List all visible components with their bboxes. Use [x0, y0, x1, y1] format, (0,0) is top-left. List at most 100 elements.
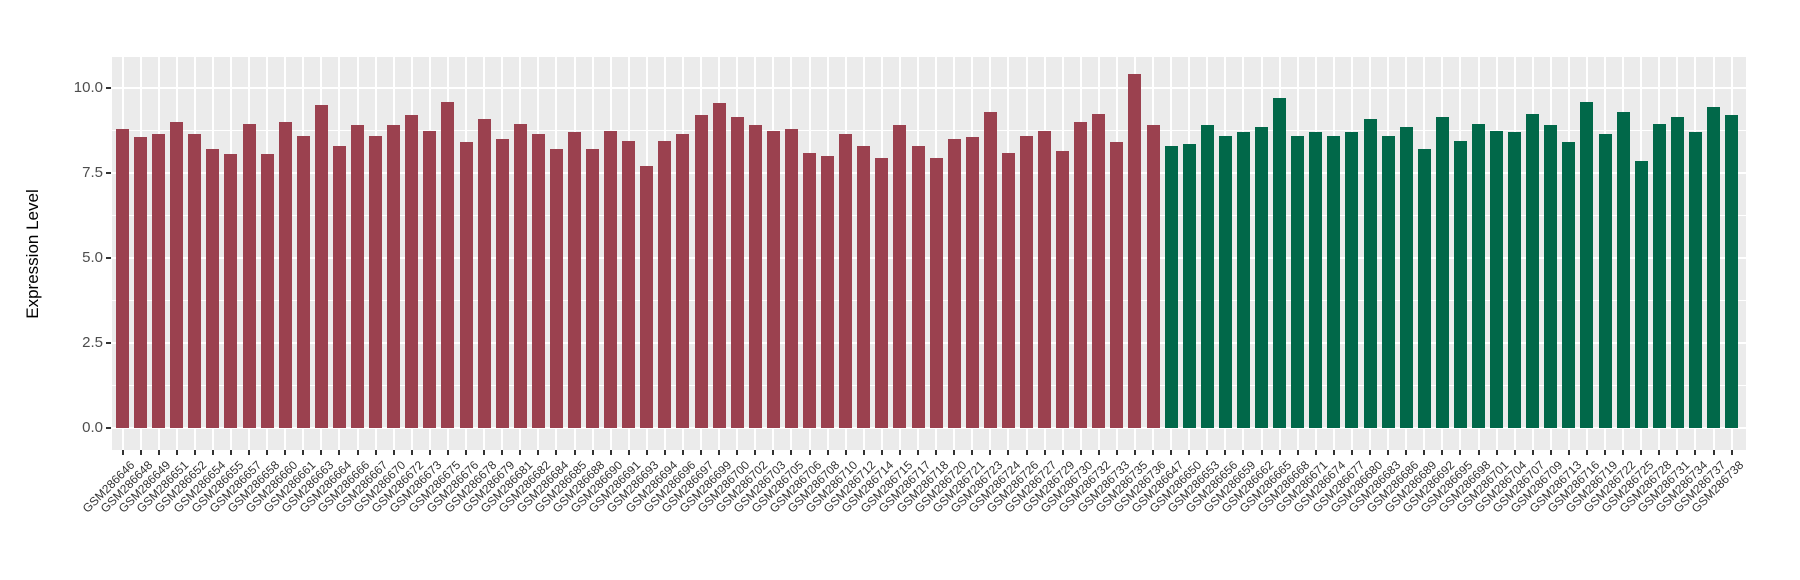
x-tick-mark	[537, 450, 540, 455]
bar	[1508, 132, 1522, 428]
x-tick-mark	[211, 450, 214, 455]
bar	[152, 133, 166, 428]
bar	[459, 142, 473, 428]
bar	[658, 140, 672, 428]
x-tick-mark	[193, 450, 196, 455]
bar	[766, 130, 780, 428]
y-tick-label: 7.5	[82, 164, 103, 181]
bar	[549, 149, 563, 428]
major-gridline	[112, 257, 1746, 259]
x-tick-mark	[1314, 450, 1317, 455]
major-gridline	[112, 342, 1746, 344]
bar	[1110, 142, 1124, 428]
major-gridline	[112, 427, 1746, 429]
x-tick-mark	[1676, 450, 1679, 455]
bar	[242, 123, 256, 428]
x-tick-mark	[1694, 450, 1697, 455]
x-tick-mark	[609, 450, 612, 455]
bar	[441, 101, 455, 428]
bar	[1688, 132, 1702, 428]
x-tick-mark	[844, 450, 847, 455]
bar	[1164, 145, 1178, 428]
x-tick-mark	[1369, 450, 1372, 455]
x-tick-mark	[1061, 450, 1064, 455]
bar	[332, 145, 346, 428]
bar	[1544, 125, 1558, 428]
x-tick-mark	[1296, 450, 1299, 455]
bar	[929, 157, 943, 428]
x-tick-mark	[627, 450, 630, 455]
x-tick-mark	[1332, 450, 1335, 455]
bar	[983, 111, 997, 428]
x-tick-mark	[953, 450, 956, 455]
x-tick-mark	[645, 450, 648, 455]
x-tick-mark	[1278, 450, 1281, 455]
bar	[1490, 130, 1504, 428]
x-tick-mark	[1604, 450, 1607, 455]
y-tick-label: 5.0	[82, 249, 103, 266]
x-tick-mark	[736, 450, 739, 455]
bar	[1200, 125, 1214, 428]
bar	[947, 139, 961, 428]
bar	[803, 152, 817, 428]
bar	[1417, 149, 1431, 428]
bar	[1309, 132, 1323, 428]
bar	[676, 133, 690, 428]
x-tick-mark	[1477, 450, 1480, 455]
bar	[1038, 130, 1052, 428]
x-tick-mark	[139, 450, 142, 455]
bar	[224, 154, 238, 428]
bar	[821, 156, 835, 428]
bar	[604, 130, 618, 428]
bar	[1255, 127, 1269, 428]
minor-gridline	[112, 130, 1746, 131]
bar	[1363, 118, 1377, 428]
x-tick-mark	[1730, 450, 1733, 455]
x-tick-mark	[320, 450, 323, 455]
y-axis-title: Expression Level	[23, 189, 42, 319]
bar	[188, 133, 202, 428]
x-tick-mark	[1387, 450, 1390, 455]
minor-gridline	[112, 385, 1746, 386]
bar	[531, 133, 545, 428]
x-tick-mark	[1495, 450, 1498, 455]
bar	[1580, 101, 1594, 428]
bar	[1128, 74, 1142, 428]
bar	[622, 140, 636, 428]
bar	[1670, 116, 1684, 428]
x-tick-mark	[1531, 450, 1534, 455]
x-tick-mark	[229, 450, 232, 455]
bar	[513, 123, 527, 428]
x-tick-mark	[790, 450, 793, 455]
y-tick-mark	[106, 342, 111, 344]
x-tick-mark	[591, 450, 594, 455]
x-tick-mark	[1242, 450, 1245, 455]
bar	[1001, 152, 1015, 428]
y-tick-label: 2.5	[82, 334, 103, 351]
bar	[423, 130, 437, 428]
y-tick-mark	[106, 257, 111, 259]
x-tick-mark	[1513, 450, 1516, 455]
x-tick-mark	[772, 450, 775, 455]
x-tick-mark	[1567, 450, 1570, 455]
x-tick-mark	[428, 450, 431, 455]
x-tick-mark	[1007, 450, 1010, 455]
bar	[1146, 125, 1160, 428]
bar	[1526, 113, 1540, 428]
bar	[1725, 115, 1739, 428]
x-tick-mark	[862, 450, 865, 455]
bar	[1707, 106, 1721, 428]
bar	[1652, 123, 1666, 428]
bar	[568, 132, 581, 428]
y-tick-label: 0.0	[82, 419, 103, 436]
bar	[1074, 122, 1088, 428]
y-tick-mark	[106, 427, 111, 429]
bar	[369, 135, 383, 428]
x-tick-mark	[1658, 450, 1661, 455]
minor-gridline	[112, 300, 1746, 301]
x-tick-mark	[284, 450, 287, 455]
x-tick-mark	[446, 450, 449, 455]
x-tick-mark	[1459, 450, 1462, 455]
bar	[1381, 135, 1395, 428]
